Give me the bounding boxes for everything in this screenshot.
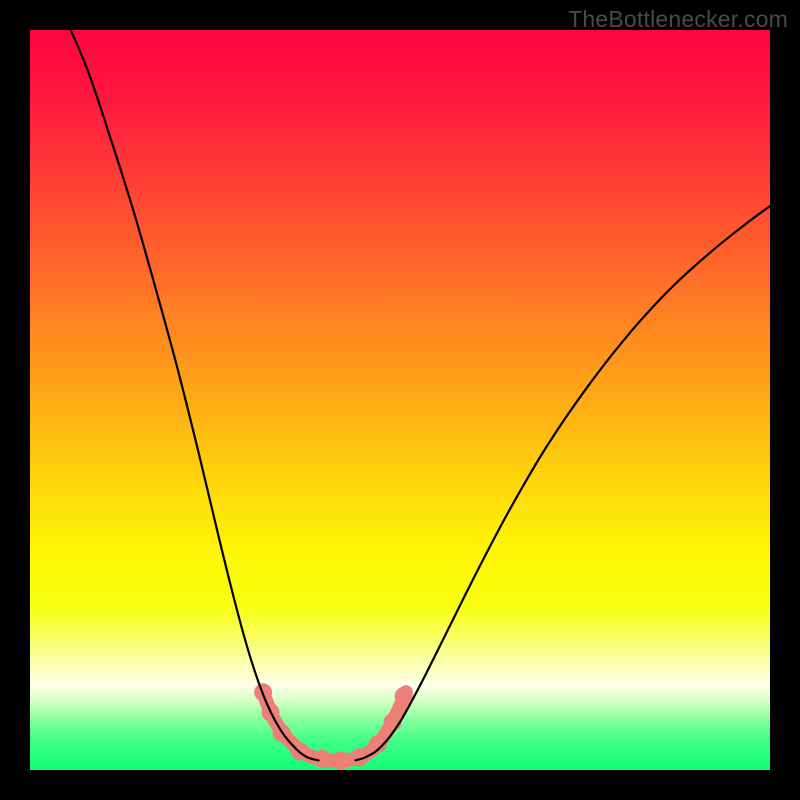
curve-overlay [0, 0, 800, 800]
valley-dot [332, 751, 350, 769]
chart-stage: TheBottlenecker.com [0, 0, 800, 800]
curve-left-arm [71, 30, 319, 760]
watermark-text: TheBottlenecker.com [568, 6, 788, 33]
curve-right-arm [356, 206, 770, 760]
